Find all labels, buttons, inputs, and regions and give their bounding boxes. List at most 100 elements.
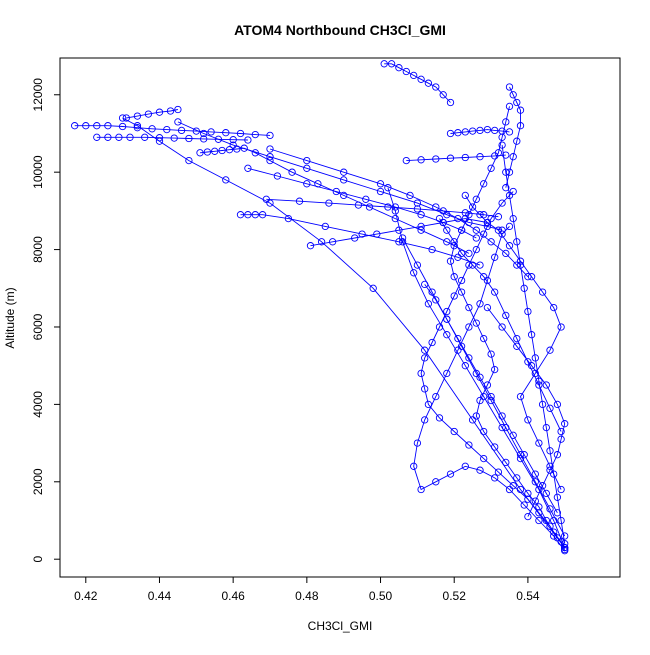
data-point [141, 133, 149, 141]
data-point [472, 319, 480, 327]
data-point [502, 118, 510, 126]
data-point [513, 98, 521, 107]
series-line-18 [240, 214, 481, 266]
data-point [498, 133, 506, 141]
data-point [498, 199, 506, 207]
data-point [133, 112, 142, 120]
data-point [435, 414, 444, 422]
series-line-14 [269, 148, 529, 278]
data-point [524, 358, 532, 366]
series-line-4 [464, 195, 562, 490]
data-point [93, 122, 101, 130]
data-point [494, 468, 503, 476]
data-point [516, 122, 525, 130]
data-point [402, 156, 410, 165]
data-point [527, 362, 536, 370]
data-point [527, 331, 536, 339]
y-tick-label: 10000 [31, 155, 45, 189]
data-point [513, 342, 521, 350]
data-point [476, 261, 484, 269]
data-point [325, 199, 333, 207]
data-point [546, 522, 554, 530]
data-point [491, 253, 499, 261]
series-line-13 [74, 125, 271, 136]
data-point [295, 197, 304, 205]
data-point [395, 226, 403, 234]
data-point [104, 133, 112, 141]
data-point [553, 451, 562, 459]
data-point [258, 211, 267, 219]
data-point [391, 214, 399, 223]
data-point [174, 105, 182, 114]
data-point [417, 75, 425, 83]
data-point [332, 187, 340, 196]
data-point [465, 249, 473, 258]
data-point [509, 214, 517, 223]
data-point [421, 346, 429, 354]
data-point [461, 128, 469, 136]
x-tick-label: 0.48 [295, 589, 319, 603]
data-point [531, 478, 539, 486]
data-point [446, 257, 455, 265]
y-tick-label: 2000 [31, 468, 45, 495]
data-point [240, 144, 248, 152]
data-point [222, 129, 230, 137]
data-point [424, 300, 433, 308]
data-point [225, 146, 234, 154]
y-tick-label: 8000 [31, 236, 45, 263]
data-point [509, 153, 517, 161]
data-point [417, 226, 425, 234]
data-point [369, 284, 377, 292]
data-point [406, 191, 414, 200]
data-point [550, 303, 558, 312]
x-axis-label: CH3Cl_GMI [308, 619, 373, 633]
data-point [472, 245, 480, 254]
data-point [133, 124, 142, 132]
data-point [538, 482, 547, 490]
data-point [491, 288, 499, 296]
data-point [387, 60, 396, 68]
data-point [457, 288, 466, 296]
data-point [498, 412, 506, 420]
data-point [395, 238, 403, 246]
data-point [476, 396, 484, 405]
data-point [450, 292, 458, 300]
data-point [244, 211, 252, 219]
data-point [491, 126, 499, 135]
data-point [465, 354, 473, 362]
data-point [468, 416, 477, 424]
x-tick-label: 0.52 [443, 589, 467, 603]
data-point [166, 107, 175, 115]
data-point [476, 300, 484, 308]
data-point [104, 122, 112, 130]
data-point [398, 234, 407, 242]
data-point [468, 203, 477, 211]
data-point [284, 214, 293, 223]
data-point [509, 187, 517, 196]
data-point [465, 323, 473, 331]
data-point [472, 412, 480, 420]
y-tick-label: 4000 [31, 391, 45, 418]
data-point [148, 125, 156, 133]
data-point [244, 136, 252, 144]
data-point [546, 466, 554, 474]
data-point [546, 346, 554, 354]
data-point [502, 423, 510, 432]
data-point [203, 148, 212, 156]
data-point [446, 154, 455, 162]
data-point [472, 195, 480, 203]
data-point [229, 141, 237, 149]
data-point [244, 164, 252, 172]
data-point [542, 423, 550, 432]
data-point [417, 156, 425, 164]
data-point [553, 493, 562, 501]
data-point [402, 67, 410, 76]
data-point [491, 152, 499, 160]
data-point [170, 134, 178, 142]
series-line-2 [413, 226, 566, 551]
data-point [468, 261, 477, 269]
y-tick-label: 6000 [31, 313, 45, 340]
data-point [266, 145, 274, 153]
data-point [491, 365, 499, 374]
